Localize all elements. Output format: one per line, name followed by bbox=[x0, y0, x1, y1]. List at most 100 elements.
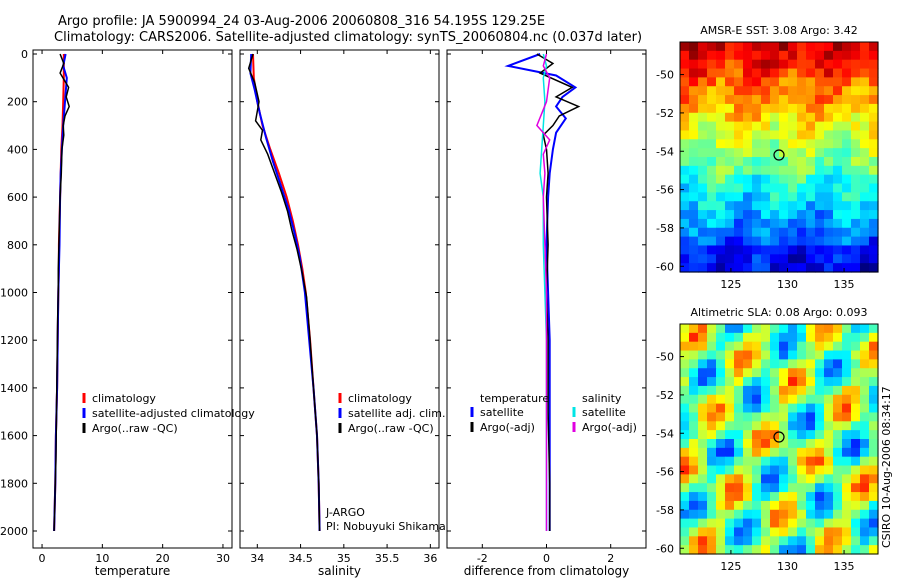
sla_map-pixel bbox=[842, 394, 852, 405]
sst_map-pixel bbox=[806, 263, 816, 273]
sst_map-pixel bbox=[860, 183, 870, 193]
sst_map-pixel bbox=[806, 192, 816, 202]
sla_map-pixel bbox=[806, 324, 816, 334]
sla_map-pixel bbox=[833, 385, 843, 396]
sst_map-pixel bbox=[815, 245, 825, 255]
sst_map-pixel bbox=[743, 236, 753, 247]
sla_map-pixel bbox=[851, 545, 861, 555]
sst_map-pixel bbox=[725, 59, 735, 70]
sla_map-pixel bbox=[806, 368, 816, 378]
sst_map-pixel bbox=[689, 95, 699, 105]
sla_map-pixel bbox=[689, 394, 699, 405]
sst_map-pixel bbox=[806, 121, 816, 132]
sla_map-pixel bbox=[842, 385, 852, 396]
sla_map-pixel bbox=[815, 500, 825, 511]
sla_map-pixel bbox=[698, 483, 708, 493]
sst_map-pixel bbox=[752, 121, 762, 132]
sla_map-pixel bbox=[788, 545, 798, 555]
sla_map-pixel bbox=[779, 412, 789, 422]
sla_map-pixel bbox=[752, 465, 762, 475]
sst_map-pixel bbox=[734, 174, 744, 185]
sst_map-pixel bbox=[707, 86, 717, 96]
difference-legend-entry: satellite bbox=[582, 406, 626, 419]
sla_map-pixel bbox=[725, 403, 735, 414]
sst_map-pixel bbox=[824, 236, 834, 247]
sst_map-pixel bbox=[761, 95, 771, 105]
sla_map-pixel bbox=[860, 447, 870, 458]
sla_map-pixel bbox=[680, 368, 690, 378]
sst_map-pixel bbox=[770, 227, 780, 238]
sst_map-pixel bbox=[680, 130, 690, 140]
sla_map-pixel bbox=[788, 483, 798, 493]
sst_map-pixel bbox=[743, 130, 753, 140]
sla_map-pixel bbox=[680, 518, 690, 529]
sla_map-pixel bbox=[770, 492, 780, 502]
sla_map-pixel bbox=[815, 332, 825, 343]
sla_map-pixel bbox=[680, 465, 690, 475]
sst_map-pixel bbox=[860, 218, 870, 229]
sst_map-pixel bbox=[824, 68, 834, 78]
sla_map-pixel bbox=[779, 500, 789, 511]
sst_map-pixel bbox=[860, 148, 870, 158]
sla_map-pixel bbox=[842, 403, 852, 414]
sst_map-title: AMSR-E SST: 3.08 Argo: 3.42 bbox=[700, 24, 858, 37]
sla_map-pixel bbox=[860, 430, 870, 440]
sst_map-pixel bbox=[698, 183, 708, 193]
sla_map-pixel bbox=[689, 483, 699, 493]
sla_map-pixel bbox=[833, 350, 843, 360]
sla_map-pixel bbox=[734, 341, 744, 352]
sla_map-pixel bbox=[815, 341, 825, 352]
sst_map-pixel bbox=[761, 245, 771, 255]
sst_map-pixel bbox=[752, 183, 762, 193]
sla_map-pixel bbox=[707, 536, 717, 546]
sst_map-pixel bbox=[797, 103, 807, 114]
sla_map-pixel bbox=[761, 324, 771, 334]
sla_map-pixel bbox=[743, 359, 753, 369]
sst_map-pixel bbox=[842, 201, 852, 211]
sla_map-pixel bbox=[842, 483, 852, 493]
salinity-xlabel: salinity bbox=[318, 564, 361, 578]
sst_map-pixel bbox=[788, 42, 798, 52]
sla_map-pixel bbox=[797, 545, 807, 555]
sla_map-pixel bbox=[743, 421, 753, 431]
sla_map-pixel bbox=[860, 500, 870, 511]
sla_map-pixel bbox=[689, 500, 699, 511]
sla_map-pixel bbox=[806, 456, 816, 467]
sst_map-pixel bbox=[869, 227, 879, 238]
sst_map-pixel bbox=[842, 130, 852, 140]
sst_map-pixel bbox=[680, 165, 690, 176]
sst_map-pixel bbox=[815, 174, 825, 185]
sla_map-pixel bbox=[824, 492, 834, 502]
sst_map-pixel bbox=[842, 148, 852, 158]
sla_map-pixel bbox=[833, 368, 843, 378]
sst_map-pixel bbox=[698, 50, 708, 61]
sst_map-pixel bbox=[761, 227, 771, 238]
sst_map-pixel bbox=[689, 77, 699, 87]
sst_map-pixel bbox=[833, 236, 843, 247]
sst_map-pixel bbox=[842, 192, 852, 202]
sst_map-pixel bbox=[851, 218, 861, 229]
sst_map-pixel bbox=[806, 42, 816, 52]
sla_map-pixel bbox=[707, 545, 717, 555]
sla_map-pixel bbox=[842, 412, 852, 422]
sla_map-pixel bbox=[797, 403, 807, 414]
salinity-panel bbox=[239, 49, 440, 549]
sla_map-pixel bbox=[680, 359, 690, 369]
sla_map-pixel bbox=[689, 341, 699, 352]
sla_map-pixel bbox=[824, 447, 834, 458]
sst_map-pixel bbox=[752, 245, 762, 255]
sla_map-pixel bbox=[752, 474, 762, 484]
sla_map-pixel bbox=[707, 474, 717, 484]
sst_map-pixel bbox=[833, 263, 843, 273]
sla_map-pixel bbox=[815, 492, 825, 502]
sst_map-pixel bbox=[707, 218, 717, 229]
sst_map-pixel bbox=[770, 192, 780, 202]
sla_map-pixel bbox=[779, 536, 789, 546]
sla_map-pixel bbox=[788, 359, 798, 369]
sst_map-pixel bbox=[761, 139, 771, 149]
float-program-label: J-ARGO bbox=[325, 506, 365, 519]
sst_map-pixel bbox=[806, 103, 816, 114]
sla_map-pixel bbox=[815, 439, 825, 449]
sst_map-pixel bbox=[752, 95, 762, 105]
sla_map-pixel bbox=[761, 474, 771, 484]
